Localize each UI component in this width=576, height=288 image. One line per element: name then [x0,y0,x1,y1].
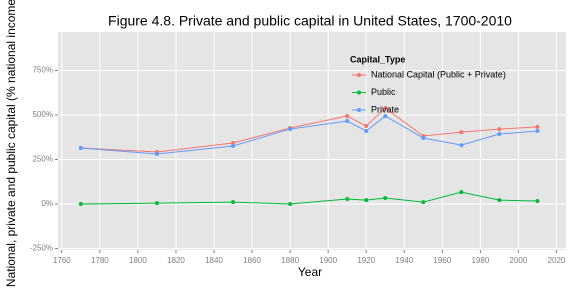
x-axis-label: Year [298,265,322,279]
data-point [288,127,293,132]
data-point [535,199,540,204]
legend-point [357,108,361,112]
x-tick-label: 2000 [510,256,528,265]
data-point [459,143,464,148]
chart-title: Figure 4.8. Private and public capital i… [108,13,512,29]
data-point [421,135,426,140]
legend-title: Capital_Type [350,54,405,64]
x-tick-label: 1960 [433,256,451,265]
x-tick-label: 1760 [53,256,71,265]
data-point [345,197,350,202]
x-tick-label: 1980 [471,256,489,265]
data-point [497,198,502,203]
data-point [383,114,388,119]
data-point [231,200,236,205]
x-tick-label: 1880 [281,256,299,265]
legend-label: National Capital (Public + Private) [371,69,506,79]
data-point [535,129,540,134]
data-point [154,152,159,157]
legend: Capital_Type National Capital (Public + … [350,54,506,114]
data-point [383,106,388,111]
y-tick-label: -250% [30,244,53,253]
x-tick-label: 1940 [395,256,413,265]
data-point [78,145,83,150]
x-tick-label: 1920 [357,256,375,265]
legend-label: Private [371,104,399,114]
legend-label: Public [371,87,396,97]
x-tick-label: 1860 [243,256,261,265]
legend-point [357,90,361,95]
x-tick-label: 2020 [548,256,566,265]
data-point [459,190,464,195]
data-point [364,124,369,129]
x-tick-label: 1800 [129,256,147,265]
data-point [535,124,540,129]
data-point [345,119,350,124]
data-point [154,201,159,206]
legend-point [357,73,361,77]
y-tick-label: 0% [41,199,53,208]
data-point [497,132,502,137]
y-axis-label: National, private and public capital (% … [4,0,18,287]
data-point [421,200,426,205]
data-point [78,202,83,207]
y-tick-label: 250% [33,155,53,164]
panel [58,32,566,250]
x-tick-label: 1820 [167,256,185,265]
data-point [231,143,236,148]
data-point [364,129,369,134]
x-tick-label: 1780 [91,256,109,265]
y-tick-label: 750% [33,66,53,75]
data-point [383,195,388,200]
y-tick-label: 500% [33,110,53,119]
data-point [497,127,502,132]
x-tick-label: 1900 [319,256,337,265]
data-point [364,198,369,203]
data-point [459,130,464,135]
data-point [231,140,236,145]
data-point [345,114,350,119]
data-point [288,202,293,207]
x-tick-label: 1840 [205,256,223,265]
